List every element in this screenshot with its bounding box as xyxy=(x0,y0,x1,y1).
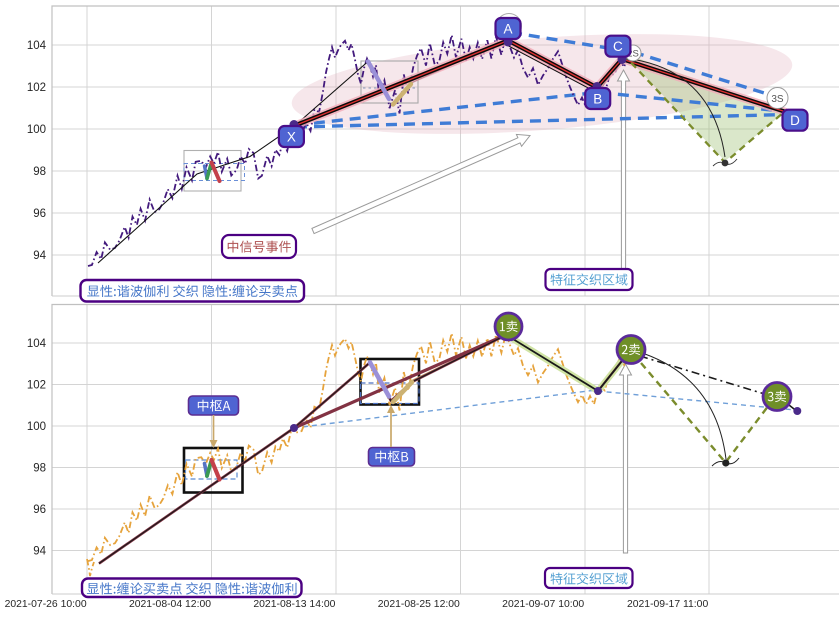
svg-text:A: A xyxy=(503,21,512,36)
svg-text:96: 96 xyxy=(33,208,46,220)
svg-text:94: 94 xyxy=(33,546,46,558)
svg-text:2021-09-17 11:00: 2021-09-17 11:00 xyxy=(627,599,708,610)
svg-text:2021-08-25 12:00: 2021-08-25 12:00 xyxy=(378,599,460,610)
svg-text:104: 104 xyxy=(27,40,47,52)
svg-text:102: 102 xyxy=(27,82,46,94)
svg-text:2021-07-26 10:00: 2021-07-26 10:00 xyxy=(5,599,87,610)
svg-text:2021-08-13 14:00: 2021-08-13 14:00 xyxy=(253,599,335,610)
svg-text:3S: 3S xyxy=(771,94,784,105)
svg-text:D: D xyxy=(790,113,800,128)
svg-text:102: 102 xyxy=(27,380,46,392)
svg-text:2021-09-07 10:00: 2021-09-07 10:00 xyxy=(502,599,584,610)
svg-text:C: C xyxy=(613,39,623,54)
svg-text:2S: 2S xyxy=(627,49,639,60)
svg-text:96: 96 xyxy=(33,504,46,516)
svg-text:98: 98 xyxy=(33,166,46,178)
svg-text:2021-08-04 12:00: 2021-08-04 12:00 xyxy=(129,599,211,610)
svg-text:100: 100 xyxy=(27,124,46,136)
svg-text:B: B xyxy=(593,91,602,106)
svg-text:100: 100 xyxy=(27,421,46,433)
svg-text:X: X xyxy=(287,129,296,144)
svg-text:94: 94 xyxy=(33,250,46,262)
svg-text:98: 98 xyxy=(33,463,46,475)
svg-text:104: 104 xyxy=(27,338,47,350)
